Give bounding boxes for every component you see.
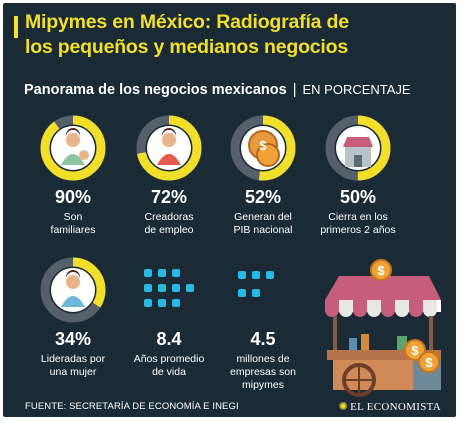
dot-mark [144, 299, 152, 307]
donut-metric: 50% Cierra en los primeros 2 años [310, 113, 406, 237]
title-line-1: Mipymes en México: Radiografía de [25, 11, 349, 33]
closed-store-icon [343, 137, 373, 167]
infographic-card: Mipymes en México: Radiografía de los pe… [3, 3, 456, 417]
metric-value: 8.4 [156, 329, 182, 349]
subtitle-row: Panorama de los negocios mexicanos | EN PO… [24, 82, 411, 98]
dots-icon [144, 269, 194, 307]
dot-mark [238, 289, 246, 297]
family-icon [61, 128, 89, 165]
dot-mark [238, 271, 246, 279]
title-line-2: los pequeños y medianos negocios [25, 36, 349, 58]
dot-mark [172, 284, 180, 292]
market-stall-icon: $ $ $ [325, 259, 441, 397]
dot-mark [158, 284, 166, 292]
svg-text:$: $ [259, 138, 267, 153]
donut-value-arc [230, 115, 296, 181]
dot-mark [172, 269, 180, 277]
donut-center [51, 268, 95, 312]
subtitle-separator: | [292, 82, 297, 98]
metric-value: 72% [150, 187, 188, 207]
donut-value-arc [136, 115, 202, 181]
dot-mark [158, 299, 166, 307]
donut-ring: $ [230, 115, 296, 181]
metric-value: 52% [244, 187, 282, 207]
brand-logo: ✺ EL ECONOMISTA [339, 400, 441, 413]
metric-label: Años promedio de vida [133, 353, 205, 378]
stat-metric: 4.5 millones de empresas son mipymes [215, 255, 311, 392]
donut-ring [325, 115, 391, 181]
metric-label: millones de empresas son mipymes [230, 353, 296, 391]
unit-label: EN PORCENTAJE [302, 82, 411, 97]
metric-value: 34% [54, 329, 92, 349]
donut-metric: 72% Creadoras de empleo [121, 113, 217, 237]
metric-label: Generan del PIB nacional [233, 211, 293, 236]
donut-ring [136, 115, 202, 181]
dot-mark [252, 289, 260, 297]
dot-mark [252, 271, 260, 279]
donut-ring [40, 257, 106, 323]
donut-value-arc [40, 257, 106, 323]
donut-value-arc [325, 115, 391, 181]
brand-name: EL ECONOMISTA [350, 401, 441, 413]
dots-icon [238, 271, 274, 297]
dot-mark [158, 269, 166, 277]
metric-label: Cierra en los primeros 2 años [320, 211, 396, 236]
source-note: FUENTE: SECRETARÍA DE ECONOMÍA E INEGI [25, 401, 239, 412]
title-accent-bar [14, 16, 18, 38]
donut-metric: 34% Lideradas por una mujer [25, 255, 121, 379]
metric-value: 90% [54, 187, 92, 207]
dot-mark [144, 284, 152, 292]
dot-mark [144, 269, 152, 277]
svg-text:$: $ [377, 263, 385, 278]
dot-mark [266, 271, 274, 279]
metric-value: 4.5 [250, 329, 276, 349]
donut-ring [40, 115, 106, 181]
compass-icon: ✺ [338, 401, 349, 413]
dot-mark [172, 299, 180, 307]
stat-metric: 8.4 Años promedio de vida [121, 255, 217, 379]
metric-label: Lideradas por una mujer [40, 353, 106, 378]
dot-mark [186, 284, 194, 292]
worker-icon [157, 128, 181, 165]
subtitle: Panorama de los negocios mexicanos [24, 82, 287, 98]
svg-text:$: $ [425, 355, 433, 370]
woman-icon [61, 270, 85, 307]
donut-metric: $52% Generan del PIB nacional [215, 113, 311, 237]
donut-center [147, 126, 191, 170]
donut-metric: 90% Son familiares [25, 113, 121, 237]
metric-label: Son familiares [50, 211, 96, 236]
donut-value-arc [40, 115, 106, 181]
metric-label: Creadoras de empleo [144, 211, 194, 236]
metric-value: 50% [339, 187, 377, 207]
coins-icon: $ [248, 130, 280, 167]
svg-text:$: $ [411, 343, 419, 358]
